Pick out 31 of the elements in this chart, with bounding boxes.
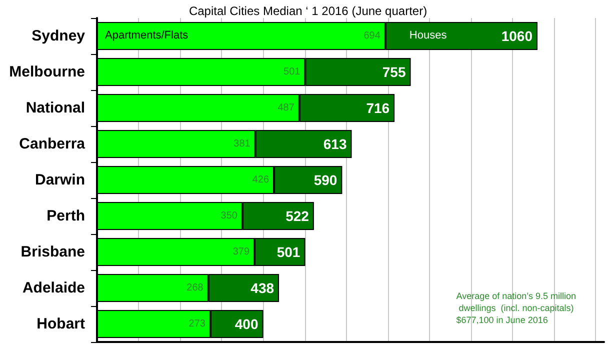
total-label: 613 [323,136,347,152]
data-label: 694 [364,30,381,42]
data-label: 379 [232,246,250,258]
series-label: Houses [409,30,448,42]
data-label: 350 [220,210,238,222]
chart-title: Capital Cities Median ‘ 1 2016 (June quarter) [188,4,428,18]
total-label: 522 [286,208,310,224]
y-tick-label: Brisbane [20,244,85,260]
y-tick-label: Canberra [19,136,86,152]
total-label: 590 [314,172,338,188]
total-label: 716 [366,100,390,116]
data-label: 501 [284,66,301,78]
series-label: Apartments/Flats [105,30,189,42]
total-label: 1060 [501,28,533,44]
data-label: 487 [278,102,295,114]
y-tick-label: Melbourne [9,64,85,80]
y-tick-label: National [26,100,85,116]
total-label: 501 [276,244,300,260]
total-label: 438 [250,280,274,296]
data-label: 426 [252,174,270,186]
y-tick-label: Darwin [34,172,85,188]
data-label: 273 [188,318,206,330]
data-label: 381 [234,138,251,150]
total-label: 755 [382,64,406,80]
y-tick-label: Perth [46,208,85,224]
total-label: 400 [234,316,258,332]
data-label: 268 [186,282,204,294]
y-tick-label: Sydney [32,28,86,44]
y-tick-label: Adelaide [22,280,85,296]
annotation: Average of nation’s 9.5 million dwellings (incl. non-capitals) $677,100 in June 2016 [456,291,576,325]
y-tick-label: Hobart [36,316,85,332]
